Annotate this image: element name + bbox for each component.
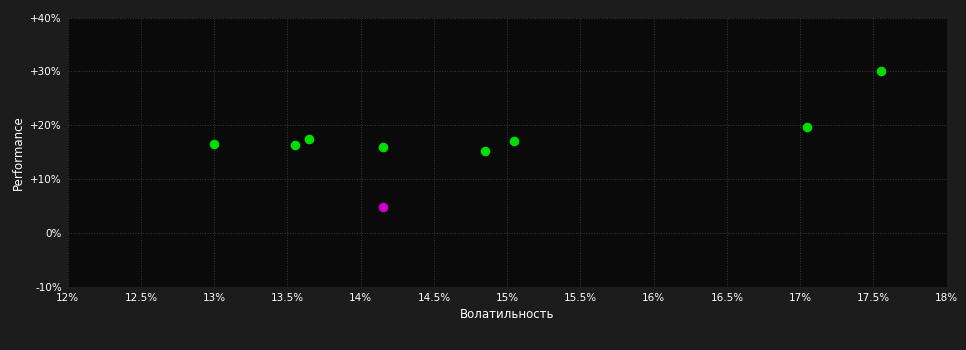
Point bbox=[507, 139, 523, 144]
Point bbox=[375, 144, 390, 150]
Point bbox=[873, 69, 889, 74]
Point bbox=[800, 124, 815, 130]
Point bbox=[287, 142, 302, 148]
Y-axis label: Performance: Performance bbox=[12, 115, 25, 190]
Point bbox=[375, 204, 390, 210]
Point bbox=[207, 141, 222, 147]
X-axis label: Волатильность: Волатильность bbox=[460, 308, 554, 321]
Point bbox=[477, 148, 493, 153]
Point bbox=[301, 136, 317, 142]
